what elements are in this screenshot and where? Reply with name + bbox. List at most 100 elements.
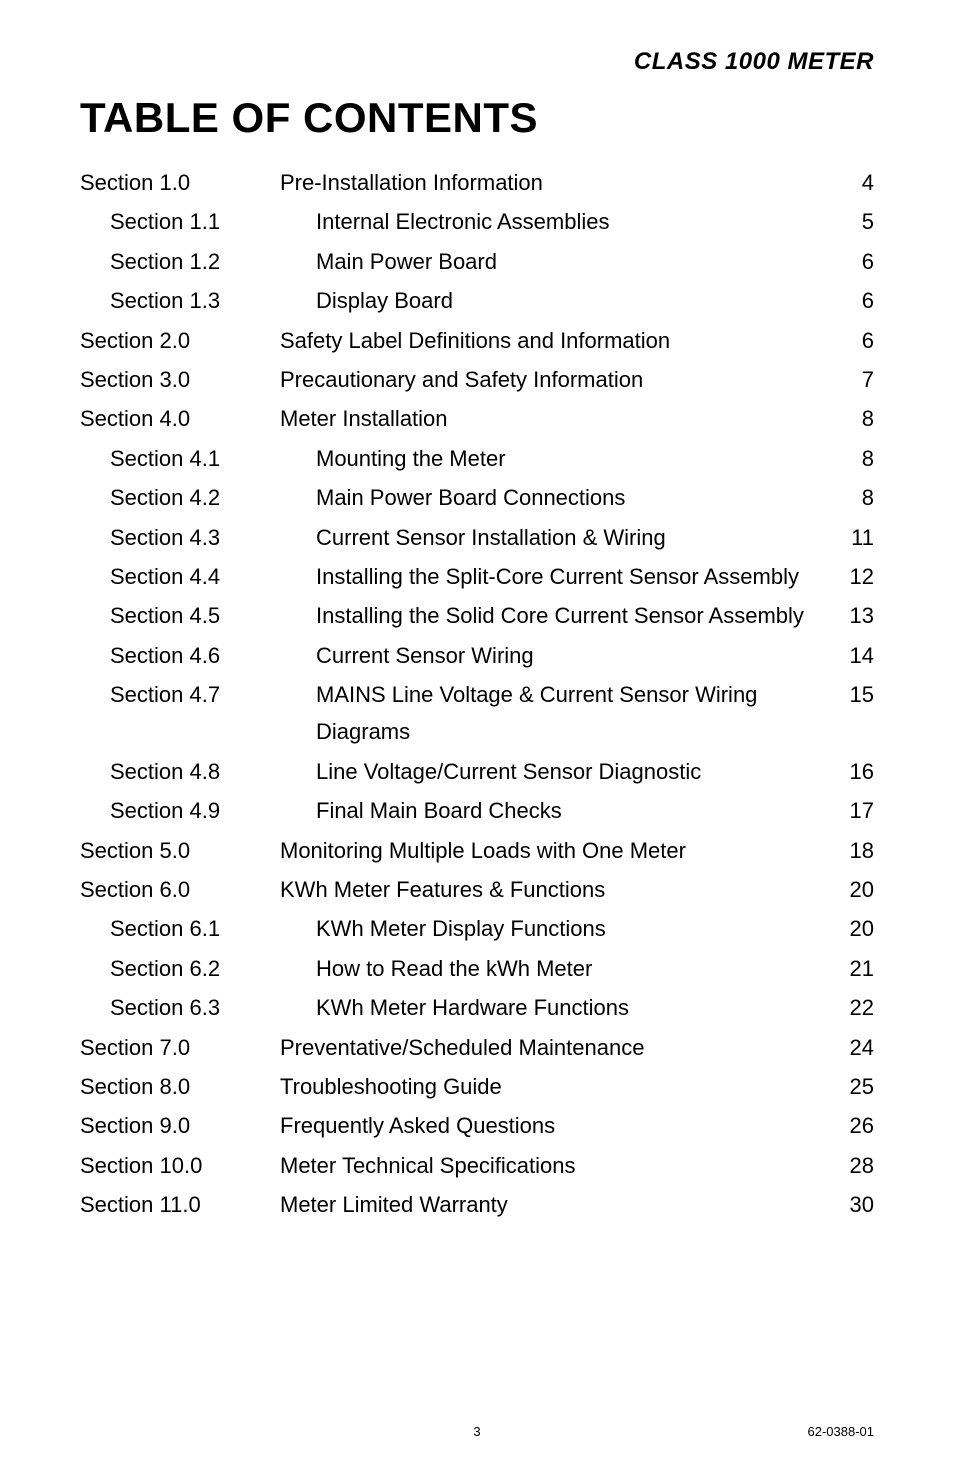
running-header: CLASS 1000 METER xyxy=(80,48,874,76)
toc-entry-title: Meter Limited Warranty xyxy=(280,1186,834,1223)
toc-row: Section 4.3Current Sensor Installation &… xyxy=(80,519,874,556)
toc-row: Section 1.2Main Power Board6 xyxy=(80,243,874,280)
toc-row: Section 4.1Mounting the Meter8 xyxy=(80,440,874,477)
toc-row: Section 7.0Preventative/Scheduled Mainte… xyxy=(80,1029,874,1066)
toc-page-number: 6 xyxy=(834,282,874,319)
toc-entry-title: Current Sensor Wiring xyxy=(280,637,834,674)
toc-row: Section 6.2How to Read the kWh Meter21 xyxy=(80,950,874,987)
toc-row: Section 4.0Meter Installation8 xyxy=(80,400,874,437)
toc-section-label: Section 6.3 xyxy=(80,989,280,1026)
toc-page-number: 15 xyxy=(834,676,874,713)
toc-section-label: Section 4.0 xyxy=(80,400,280,437)
toc-page-number: 30 xyxy=(834,1186,874,1223)
toc-entry-title: Safety Label Definitions and Information xyxy=(280,322,834,359)
toc-entry-title: Internal Electronic Assemblies xyxy=(280,203,834,240)
toc-entry-title: Main Power Board xyxy=(280,243,834,280)
toc-page-number: 25 xyxy=(834,1068,874,1105)
toc-page-number: 6 xyxy=(834,243,874,280)
toc-section-label: Section 4.2 xyxy=(80,479,280,516)
toc-entry-title: Line Voltage/Current Sensor Diagnostic xyxy=(280,753,834,790)
toc-entry-title: Mounting the Meter xyxy=(280,440,834,477)
toc-row: Section 5.0Monitoring Multiple Loads wit… xyxy=(80,832,874,869)
toc-row: Section 6.0KWh Meter Features & Function… xyxy=(80,871,874,908)
toc-entry-title: Preventative/Scheduled Maintenance xyxy=(280,1029,834,1066)
toc-section-label: Section 3.0 xyxy=(80,361,280,398)
toc-page-number: 20 xyxy=(834,910,874,947)
toc-page-number: 8 xyxy=(834,479,874,516)
toc-entry-title: Frequently Asked Questions xyxy=(280,1107,834,1144)
toc-section-label: Section 6.2 xyxy=(80,950,280,987)
toc-section-label: Section 4.5 xyxy=(80,597,280,634)
toc-page-number: 6 xyxy=(834,322,874,359)
toc-row: Section 1.3Display Board6 xyxy=(80,282,874,319)
toc-entry-title: Pre-Installation Information xyxy=(280,164,834,201)
toc-section-label: Section 6.0 xyxy=(80,871,280,908)
toc-section-label: Section 10.0 xyxy=(80,1147,280,1184)
toc-page-number: 7 xyxy=(834,361,874,398)
toc-section-label: Section 8.0 xyxy=(80,1068,280,1105)
toc-row: Section 1.0Pre-Installation Information4 xyxy=(80,164,874,201)
toc-page-number: 8 xyxy=(834,400,874,437)
toc-entry-title: MAINS Line Voltage & Current Sensor Wiri… xyxy=(280,676,834,751)
toc-entry-title: Installing the Split-Core Current Sensor… xyxy=(280,558,834,595)
toc-entry-title: KWh Meter Features & Functions xyxy=(280,871,834,908)
toc-entry-title: How to Read the kWh Meter xyxy=(280,950,834,987)
toc-page-number: 18 xyxy=(834,832,874,869)
toc-row: Section 6.1KWh Meter Display Functions20 xyxy=(80,910,874,947)
toc-section-label: Section 4.6 xyxy=(80,637,280,674)
toc-entry-title: Installing the Solid Core Current Sensor… xyxy=(280,597,834,634)
toc-section-label: Section 4.9 xyxy=(80,792,280,829)
toc-entry-title: Monitoring Multiple Loads with One Meter xyxy=(280,832,834,869)
toc-page-number: 4 xyxy=(834,164,874,201)
footer-page-number: 3 xyxy=(473,1424,480,1439)
toc-row: Section 4.7MAINS Line Voltage & Current … xyxy=(80,676,874,751)
toc-entry-title: Precautionary and Safety Information xyxy=(280,361,834,398)
toc-entry-title: Meter Technical Specifications xyxy=(280,1147,834,1184)
toc-entry-title: Meter Installation xyxy=(280,400,834,437)
toc-page-number: 24 xyxy=(834,1029,874,1066)
toc-page-number: 26 xyxy=(834,1107,874,1144)
toc-section-label: Section 6.1 xyxy=(80,910,280,947)
toc-page-number: 28 xyxy=(834,1147,874,1184)
toc-entry-title: Current Sensor Installation & Wiring xyxy=(280,519,834,556)
toc-page-number: 14 xyxy=(834,637,874,674)
toc-section-label: Section 4.7 xyxy=(80,676,280,713)
page: CLASS 1000 METER TABLE OF CONTENTS Secti… xyxy=(0,0,954,1475)
toc-row: Section 9.0Frequently Asked Questions26 xyxy=(80,1107,874,1144)
toc-section-label: Section 7.0 xyxy=(80,1029,280,1066)
toc-page-number: 5 xyxy=(834,203,874,240)
toc-entry-title: Final Main Board Checks xyxy=(280,792,834,829)
toc-page-number: 17 xyxy=(834,792,874,829)
toc-row: Section 4.8Line Voltage/Current Sensor D… xyxy=(80,753,874,790)
toc-section-label: Section 4.4 xyxy=(80,558,280,595)
page-footer: 3 62-0388-01 xyxy=(80,1424,874,1439)
toc-section-label: Section 9.0 xyxy=(80,1107,280,1144)
toc-row: Section 1.1Internal Electronic Assemblie… xyxy=(80,203,874,240)
toc-row: Section 4.9Final Main Board Checks17 xyxy=(80,792,874,829)
toc-section-label: Section 1.2 xyxy=(80,243,280,280)
toc-section-label: Section 11.0 xyxy=(80,1186,280,1223)
toc-page-number: 20 xyxy=(834,871,874,908)
toc-section-label: Section 4.8 xyxy=(80,753,280,790)
toc-section-label: Section 4.1 xyxy=(80,440,280,477)
toc-row: Section 4.2Main Power Board Connections8 xyxy=(80,479,874,516)
toc-section-label: Section 5.0 xyxy=(80,832,280,869)
page-title: TABLE OF CONTENTS xyxy=(80,94,874,142)
toc-row: Section 3.0Precautionary and Safety Info… xyxy=(80,361,874,398)
toc-row: Section 4.5Installing the Solid Core Cur… xyxy=(80,597,874,634)
toc-row: Section 11.0Meter Limited Warranty30 xyxy=(80,1186,874,1223)
toc-entry-title: Display Board xyxy=(280,282,834,319)
toc-section-label: Section 2.0 xyxy=(80,322,280,359)
table-of-contents: Section 1.0Pre-Installation Information4… xyxy=(80,164,874,1224)
toc-section-label: Section 4.3 xyxy=(80,519,280,556)
toc-row: Section 6.3KWh Meter Hardware Functions2… xyxy=(80,989,874,1026)
toc-entry-title: Main Power Board Connections xyxy=(280,479,834,516)
toc-section-label: Section 1.0 xyxy=(80,164,280,201)
toc-page-number: 12 xyxy=(834,558,874,595)
toc-page-number: 16 xyxy=(834,753,874,790)
toc-page-number: 22 xyxy=(834,989,874,1026)
toc-row: Section 4.6Current Sensor Wiring14 xyxy=(80,637,874,674)
toc-entry-title: Troubleshooting Guide xyxy=(280,1068,834,1105)
toc-row: Section 4.4Installing the Split-Core Cur… xyxy=(80,558,874,595)
footer-doc-number: 62-0388-01 xyxy=(808,1424,875,1439)
